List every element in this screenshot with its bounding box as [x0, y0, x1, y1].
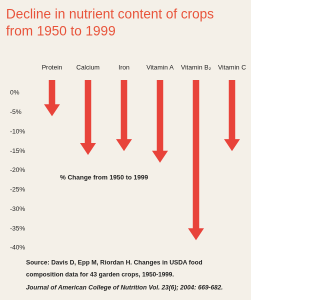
y-tick-label: -25% — [10, 187, 25, 194]
y-tick-label: -10% — [10, 128, 25, 135]
source: composition data for 43 garden crops, 19… — [26, 272, 174, 279]
chart-title: Decline in nutrient content of crops — [6, 7, 214, 22]
y-tick-label: 0% — [10, 90, 20, 97]
x-tick-label: Iron — [118, 65, 130, 72]
chart: Decline in nutrient content of crops fro… — [0, 0, 251, 300]
arrow — [152, 80, 168, 163]
x-tick-label: Vitamin A — [146, 65, 174, 72]
citation: Journal of American College of Nutrition… — [26, 285, 223, 292]
arrow — [116, 80, 132, 152]
y-tick-label: -20% — [10, 167, 25, 174]
source: Source: Davis D, Epp M, Riordan H. Chang… — [26, 260, 203, 267]
chart-title: from 1950 to 1999 — [6, 24, 116, 39]
annotation: % Change from 1950 to 1999 — [60, 175, 149, 182]
arrow — [224, 80, 240, 152]
y-tick-label: -35% — [10, 225, 25, 232]
arrow — [188, 80, 204, 241]
x-tick-label: Vitamin C — [218, 65, 246, 72]
y-tick-label: -40% — [10, 245, 25, 252]
x-tick-label: Protein — [42, 65, 63, 72]
arrow — [80, 80, 96, 155]
x-tick-label: Calcium — [76, 65, 99, 72]
arrow — [44, 80, 60, 117]
y-tick-label: -5% — [10, 109, 22, 116]
y-tick-label: -15% — [10, 148, 25, 155]
y-tick-label: -30% — [10, 206, 25, 213]
x-tick-label: Vitamin B₂ — [181, 65, 212, 72]
